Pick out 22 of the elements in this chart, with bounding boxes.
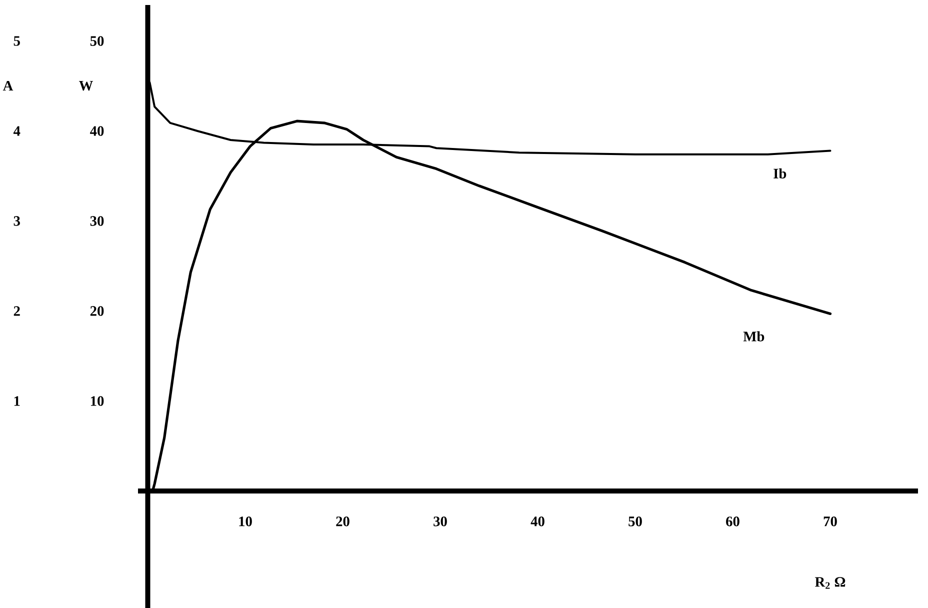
x-tick-label: 40 bbox=[530, 516, 544, 526]
y2-tick-label: 4 bbox=[13, 126, 20, 136]
y2-axis-title: A bbox=[2, 81, 14, 91]
x-tick-label: 60 bbox=[726, 516, 740, 526]
y2-tick-label: 5 bbox=[14, 36, 20, 46]
x-tick-label: 20 bbox=[336, 516, 350, 526]
x-tick-label: 70 bbox=[824, 516, 837, 526]
y2-tick-label: 1 bbox=[14, 396, 20, 406]
y2-tick-label: 3 bbox=[14, 216, 20, 226]
y-tick-label: 40 bbox=[90, 126, 104, 136]
y-tick-label: 20 bbox=[90, 306, 104, 316]
y-axis-title: W bbox=[79, 80, 93, 91]
x-tick-label: 30 bbox=[434, 516, 447, 526]
y2-tick-label: 2 bbox=[14, 306, 20, 316]
x-axis-title: R$_{2}$ Ω bbox=[814, 577, 846, 589]
y-tick-label: 10 bbox=[90, 396, 104, 406]
series-label: Ib bbox=[774, 168, 786, 178]
x-tick-label: 50 bbox=[628, 516, 642, 526]
y-tick-label: 50 bbox=[90, 36, 104, 46]
y-tick-label: 30 bbox=[90, 216, 104, 226]
text: Mb bbox=[743, 331, 764, 342]
x-tick-label: 10 bbox=[239, 516, 252, 526]
